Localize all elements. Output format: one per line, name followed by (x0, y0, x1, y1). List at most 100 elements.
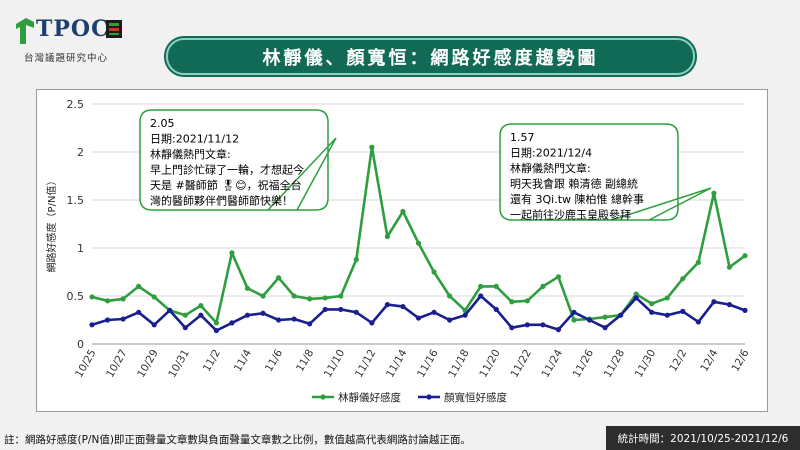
y-tick-label: 1.5 (67, 194, 85, 207)
chart-panel: 0 0.5 1 1.5 2 2.5 網路好感度（P/N值） 10/25 10/27 10/29 10… (36, 89, 768, 412)
data-point (322, 295, 328, 301)
x-tick-label: 11/24 (540, 347, 566, 379)
data-point (540, 322, 546, 328)
data-point (275, 275, 282, 281)
x-tick-label: 12/6 (729, 347, 751, 374)
data-point (136, 283, 142, 289)
data-point (446, 317, 453, 323)
data-point (198, 303, 204, 309)
callout-text: 1.57 (510, 131, 535, 144)
data-point (742, 307, 748, 313)
data-point (695, 259, 701, 265)
data-point (229, 320, 235, 326)
y-tick-label: 1 (77, 242, 84, 255)
data-point (213, 327, 219, 334)
data-point (415, 315, 422, 321)
data-point (618, 312, 624, 318)
x-tick-label: 11/16 (415, 347, 441, 379)
data-point (338, 306, 344, 313)
legend-marker (320, 394, 326, 400)
data-point (478, 293, 484, 299)
data-point (633, 295, 639, 301)
data-point (540, 283, 546, 289)
data-point (602, 314, 608, 320)
legend-marker (426, 394, 432, 400)
data-point (571, 317, 577, 323)
data-point (307, 296, 313, 302)
data-point (493, 283, 499, 289)
callout-text: 還有 3Qi.tw 陳柏惟 總幹事 (510, 192, 644, 206)
data-point (151, 294, 157, 300)
data-point (493, 306, 499, 313)
x-tick-label: 11/10 (322, 348, 348, 380)
data-point (384, 302, 391, 308)
legend-label: 顏寬恒好感度 (444, 391, 507, 404)
data-point (431, 309, 437, 315)
data-point (400, 303, 406, 310)
data-point (633, 291, 639, 297)
callout-text: 林靜儀熱門文章: (150, 147, 231, 161)
callout-text: 明天我會跟 賴清德 副總統 (510, 177, 638, 191)
logo: TPOC 台灣議題研究中心 (14, 14, 154, 70)
data-point (151, 322, 157, 328)
data-point (555, 274, 562, 280)
data-point (509, 325, 515, 331)
data-point (182, 312, 188, 318)
data-point (369, 320, 375, 326)
data-point (104, 298, 111, 304)
x-tick-label: 11/26 (571, 347, 597, 379)
data-point (275, 317, 282, 323)
logo-subtitle: 台灣議題研究中心 (24, 53, 109, 64)
x-tick-label: 10/29 (135, 348, 161, 380)
data-point (726, 302, 733, 308)
data-point (742, 253, 748, 259)
x-tick-label: 10/27 (104, 348, 130, 380)
data-point (353, 309, 359, 315)
data-point (431, 269, 437, 275)
data-point (104, 317, 111, 323)
x-tick-label: 10/25 (73, 348, 99, 380)
data-point (586, 317, 593, 323)
x-tick-label: 11/22 (508, 348, 534, 380)
data-point (260, 293, 266, 299)
page-title: 林靜儀、顏寬恒：網路好感度趨勢圖 (166, 38, 695, 75)
line-chart: 0 0.5 1 1.5 2 2.5 網路好感度（P/N值） 10/25 10/27 10/29 10… (45, 98, 752, 404)
x-tick-label: 11/30 (633, 348, 659, 380)
data-point (680, 276, 686, 282)
callout-text: 日期:2021/11/12 (150, 133, 239, 146)
x-tick-label: 11/4 (232, 347, 254, 374)
logo-text: TPOC (36, 16, 110, 42)
callout-text: 2.05 (150, 117, 175, 130)
data-point (198, 312, 204, 318)
data-point (260, 310, 266, 316)
data-point (664, 295, 670, 301)
data-point (353, 256, 359, 263)
data-point (322, 306, 328, 313)
y-tick-label: 0.5 (67, 290, 85, 303)
callout-text: 林靜儀熱門文章: (510, 161, 591, 175)
callout-text: 灣的醫師夥伴們醫師節快樂！ (150, 194, 293, 208)
x-tick-label: 11/2 (201, 348, 223, 374)
y-tick-label: 2.5 (67, 98, 85, 111)
callout-text: 天是 #醫師節 🎖😊，祝福全台 (150, 178, 302, 192)
callout-bubble (139, 109, 337, 211)
data-point (680, 308, 686, 314)
data-point (307, 321, 313, 327)
data-point (524, 322, 530, 328)
data-point (524, 298, 530, 304)
data-point (120, 316, 126, 322)
x-tick-label: 11/8 (294, 348, 316, 374)
data-point (244, 285, 251, 291)
data-point (167, 307, 173, 313)
x-tick-label: 11/6 (263, 347, 285, 374)
x-tick-label: 11/12 (353, 348, 379, 380)
data-point (446, 293, 453, 299)
data-point (602, 325, 608, 331)
statistics-period: 統計時間：2021/10/25-2021/12/6 (606, 426, 800, 450)
data-point (244, 312, 251, 318)
data-point (571, 309, 577, 315)
data-point (415, 240, 422, 246)
logo-badge-icon (106, 20, 122, 38)
